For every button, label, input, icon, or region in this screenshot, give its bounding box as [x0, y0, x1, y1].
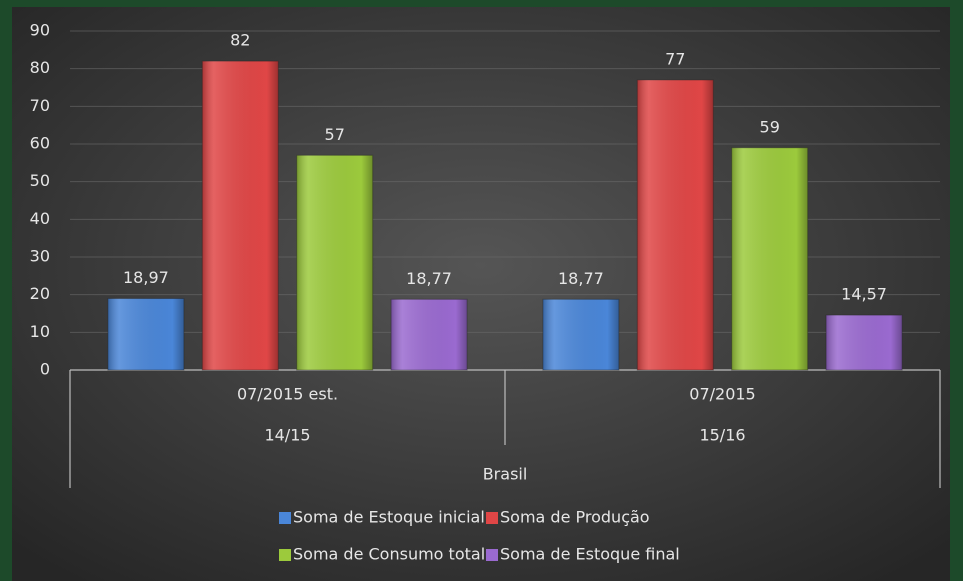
- x-group-label: Brasil: [483, 465, 528, 484]
- y-tick-label: 50: [30, 171, 50, 190]
- y-tick-label: 40: [30, 209, 50, 228]
- data-label: 14,57: [841, 285, 887, 304]
- data-label: 18,77: [558, 269, 604, 288]
- y-tick-label: 80: [30, 58, 50, 77]
- y-tick-label: 90: [30, 21, 50, 40]
- x-subcategory-label: 15/16: [699, 426, 745, 445]
- bar: [731, 147, 809, 371]
- bar: [542, 298, 620, 371]
- chart-area: [12, 7, 950, 581]
- legend-marker: [279, 549, 291, 561]
- y-tick-label: 0: [40, 360, 50, 379]
- bar: [201, 60, 279, 371]
- data-label: 82: [230, 31, 250, 50]
- bar: [296, 154, 374, 371]
- x-subcategory-label: 14/15: [264, 426, 310, 445]
- bar: [107, 298, 185, 371]
- bar: [825, 314, 903, 371]
- y-tick-label: 30: [30, 247, 50, 266]
- data-label: 18,77: [406, 269, 452, 288]
- legend-marker: [279, 512, 291, 524]
- data-label: 59: [760, 117, 780, 136]
- legend-label: Soma de Produção: [500, 508, 650, 527]
- legend-marker: [486, 512, 498, 524]
- y-tick-label: 10: [30, 322, 50, 341]
- legend-label: Soma de Estoque inicial: [293, 508, 485, 527]
- y-tick-label: 20: [30, 284, 50, 303]
- y-tick-label: 60: [30, 134, 50, 153]
- bar: [390, 298, 468, 371]
- legend-label: Soma de Consumo total: [293, 545, 485, 564]
- legend-marker: [486, 549, 498, 561]
- data-label: 18,97: [123, 268, 169, 287]
- data-label: 57: [325, 125, 345, 144]
- data-label: 77: [665, 49, 685, 68]
- x-tick-label: 07/2015: [689, 385, 755, 404]
- bar: [636, 79, 714, 371]
- x-tick-label: 07/2015 est.: [237, 385, 338, 404]
- y-tick-label: 70: [30, 96, 50, 115]
- legend-label: Soma de Estoque final: [500, 545, 680, 564]
